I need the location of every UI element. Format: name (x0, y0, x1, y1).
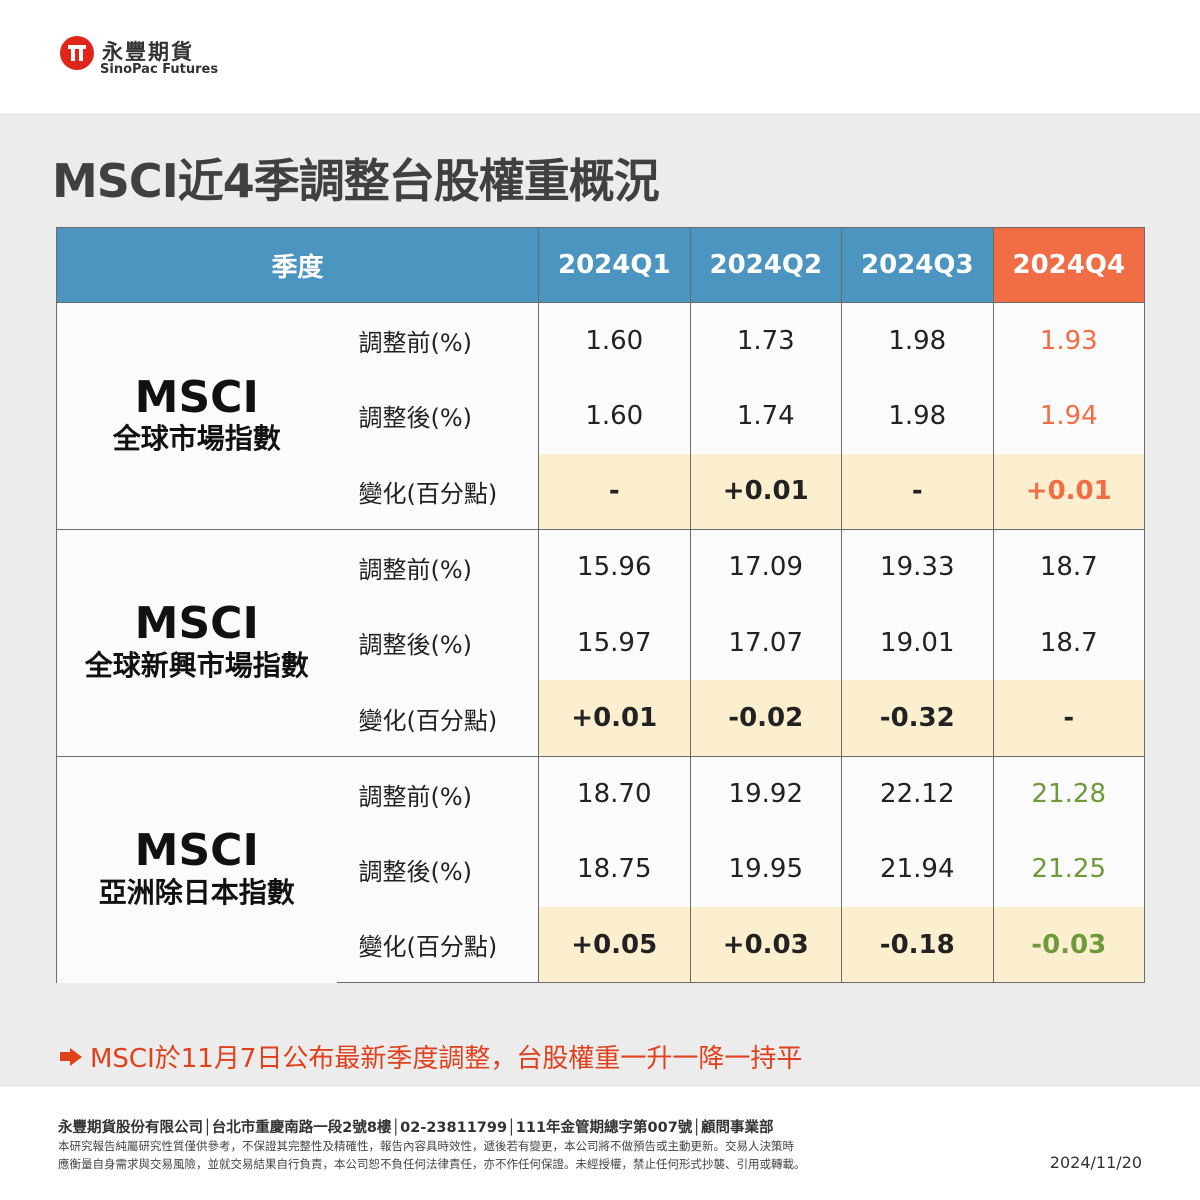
table-cell: 1.60 (538, 378, 691, 454)
table-row: 變化(百分點) - +0.01 - +0.01 (57, 453, 1146, 530)
table-cell: 18.7 (992, 528, 1146, 605)
table-cell: 15.96 (538, 528, 691, 605)
page-header: 永豐期貨 SinoPac Futures (0, 0, 1200, 113)
table-cell: 18.70 (538, 755, 691, 832)
arrow-right-icon (60, 1052, 70, 1061)
index-subname: 亞洲除日本指數 (98, 875, 295, 909)
table-cell: 19.92 (689, 755, 843, 832)
table-row: 調整後(%) 18.75 19.95 21.94 21.25 (57, 831, 1146, 908)
row-label: 變化(百分點) (336, 453, 540, 530)
row-label: 變化(百分點) (336, 907, 540, 984)
index-subname: 全球新興市場指數 (84, 648, 309, 682)
row-label: 調整前(%) (336, 755, 540, 832)
table-cell: 1.98 (841, 378, 994, 454)
index-name: MSCI (134, 825, 259, 877)
table-cell: 17.09 (689, 528, 843, 605)
header-2024q4: 2024Q4 (992, 227, 1146, 303)
index-name-cell: MSCI 全球市場指數 (56, 302, 337, 530)
brand-name-cn: 永豐期貨 (102, 40, 194, 64)
table-cell: 21.25 (992, 831, 1146, 908)
row-label: 調整後(%) (336, 604, 540, 681)
page-footer: 永豐期貨股份有限公司│台北市重慶南路一段2號8樓│02-23811799│111… (0, 1087, 1200, 1200)
table-row: MSCI 全球新興市場指數 調整前(%) 15.96 17.09 19.33 1… (56, 528, 1146, 757)
table-cell: 17.07 (689, 604, 843, 681)
table-cell: 21.28 (992, 755, 1146, 832)
table-row: MSCI 全球市場指數 調整前(%) 1.60 1.73 1.98 1.93 (56, 302, 1146, 530)
table-cell: 19.01 (841, 604, 994, 681)
table-cell: 1.74 (689, 378, 843, 454)
table-cell: -0.02 (689, 680, 843, 757)
row-label: 調整後(%) (336, 831, 540, 908)
table-cell: +0.01 (992, 453, 1146, 530)
table-cell: 18.75 (538, 831, 691, 908)
summary-note: MSCI於11月7日公布最新季度調整，台股權重一升一降一持平 (60, 1038, 802, 1075)
table-cell: -0.03 (992, 907, 1146, 984)
header-2024q2: 2024Q2 (689, 227, 843, 303)
row-label: 調整後(%) (336, 378, 540, 454)
index-name: MSCI (134, 371, 259, 423)
brand-name-en: SinoPac Futures (100, 62, 219, 77)
header-2024q3: 2024Q3 (841, 227, 994, 303)
table-cell: 19.33 (841, 528, 994, 605)
table-cell: 1.60 (538, 302, 691, 379)
table-cell: - (841, 453, 994, 530)
table-cell: 15.97 (538, 604, 691, 681)
table-row: MSCI 亞洲除日本指數 調整前(%) 18.70 19.92 22.12 21… (56, 755, 1146, 983)
table-cell: - (992, 680, 1146, 757)
table-cell: -0.18 (841, 907, 994, 984)
header-2024q1: 2024Q1 (538, 227, 691, 303)
table-cell: 19.95 (689, 831, 843, 908)
table-cell: 21.94 (841, 831, 994, 908)
header-quarter-label: 季度 (55, 227, 540, 303)
page-title: MSCI近4季調整台股權重概況 (52, 154, 660, 208)
row-label: 變化(百分點) (336, 680, 540, 757)
msci-weight-table: 季度 2024Q1 2024Q2 2024Q3 2024Q4 MSCI 全球市場… (55, 227, 1146, 984)
table-cell: +0.01 (689, 453, 843, 530)
table-row: 變化(百分點) +0.05 +0.03 -0.18 -0.03 (57, 907, 1146, 984)
row-label: 調整前(%) (336, 302, 540, 379)
row-label: 調整前(%) (336, 528, 540, 605)
summary-note-text: MSCI於11月7日公布最新季度調整，台股權重一升一降一持平 (90, 1044, 803, 1074)
report-date: 2024/11/20 (1049, 1153, 1142, 1172)
sinopac-logo-icon (60, 36, 94, 70)
footer-disclaimer-line1: 本研究報告純屬研究性質僅供參考，不保證其完整性及精確性，報告內容具時效性，遞後若… (58, 1139, 794, 1153)
table-header-row: 季度 2024Q1 2024Q2 2024Q3 2024Q4 (55, 227, 1146, 303)
footer-disclaimer-line2: 應衡量自身需求與交易風險，並就交易結果自行負責，本公司恕不負任何法律責任，亦不作… (58, 1157, 806, 1171)
table-cell: +0.03 (689, 907, 843, 984)
table-row: 調整後(%) 15.97 17.07 19.01 18.7 (57, 604, 1146, 681)
table-cell: 1.73 (689, 302, 843, 379)
table-row: 調整後(%) 1.60 1.74 1.98 1.94 (57, 378, 1146, 454)
table-cell: +0.01 (538, 680, 691, 757)
index-name-cell: MSCI 亞洲除日本指數 (56, 755, 337, 983)
table-cell: +0.05 (538, 907, 691, 984)
table-cell: 1.98 (841, 302, 994, 379)
table-cell: 1.93 (992, 302, 1146, 379)
table-cell: - (538, 453, 691, 530)
index-name: MSCI (134, 598, 259, 650)
index-subname: 全球市場指數 (112, 421, 281, 455)
table-cell: -0.32 (841, 680, 994, 757)
index-name-cell: MSCI 全球新興市場指數 (56, 528, 337, 757)
footer-company-info: 永豐期貨股份有限公司│台北市重慶南路一段2號8樓│02-23811799│111… (58, 1120, 774, 1136)
table-cell: 1.94 (992, 378, 1146, 454)
table-row: 變化(百分點) +0.01 -0.02 -0.32 - (57, 680, 1146, 757)
main-panel: MSCI近4季調整台股權重概況 季度 2024Q1 2024Q2 2024Q3 … (0, 113, 1200, 1087)
table-cell: 22.12 (841, 755, 994, 832)
table-cell: 18.7 (992, 604, 1146, 681)
